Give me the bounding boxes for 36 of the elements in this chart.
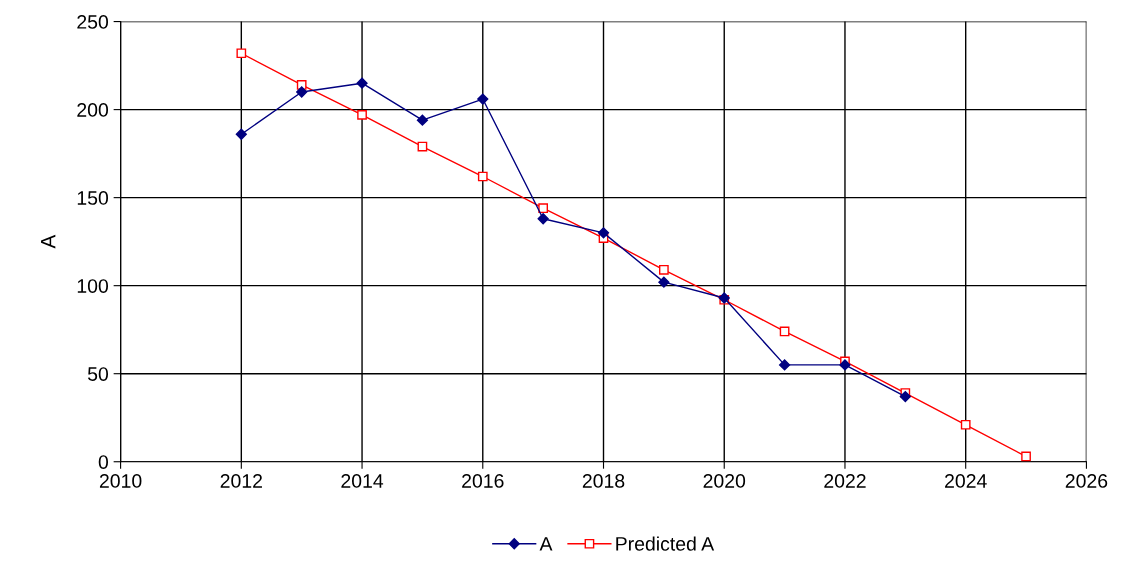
x-tick-label: 2022 bbox=[824, 474, 866, 488]
point bbox=[236, 48, 247, 59]
y-tick-label: 50 bbox=[87, 367, 109, 381]
point bbox=[839, 359, 851, 371]
y-tick-label: 0 bbox=[98, 455, 109, 469]
legend-label: Predicted A bbox=[616, 536, 715, 551]
x-tick-label: 2026 bbox=[1065, 474, 1108, 488]
point bbox=[477, 171, 488, 182]
x-tick-label: 2020 bbox=[703, 474, 746, 488]
x-tick-label: 2018 bbox=[582, 474, 625, 488]
x-tick-label: 2016 bbox=[462, 474, 504, 488]
y-tick-label: 200 bbox=[77, 103, 109, 117]
y-tick-label: 100 bbox=[77, 279, 109, 293]
point bbox=[537, 213, 549, 225]
point bbox=[296, 86, 308, 98]
point bbox=[899, 390, 911, 403]
x-tick-label: 2012 bbox=[220, 474, 262, 488]
point bbox=[658, 276, 670, 288]
point bbox=[477, 93, 489, 105]
point bbox=[356, 77, 368, 89]
point bbox=[778, 359, 791, 371]
x-tick-label: 2010 bbox=[99, 474, 142, 488]
point bbox=[357, 110, 367, 120]
y-tick-label: 150 bbox=[77, 191, 109, 205]
x-tick-label: 2014 bbox=[341, 474, 384, 488]
point bbox=[960, 419, 971, 430]
point bbox=[235, 128, 247, 140]
y-tick-label: 250 bbox=[77, 15, 109, 29]
point bbox=[416, 114, 429, 126]
y-axis-title: A bbox=[41, 234, 56, 249]
point bbox=[538, 203, 549, 214]
point bbox=[1021, 451, 1031, 462]
point bbox=[659, 264, 669, 275]
x-tick-label: 2024 bbox=[945, 474, 987, 488]
legend-label: A bbox=[539, 537, 553, 551]
point bbox=[597, 227, 610, 239]
